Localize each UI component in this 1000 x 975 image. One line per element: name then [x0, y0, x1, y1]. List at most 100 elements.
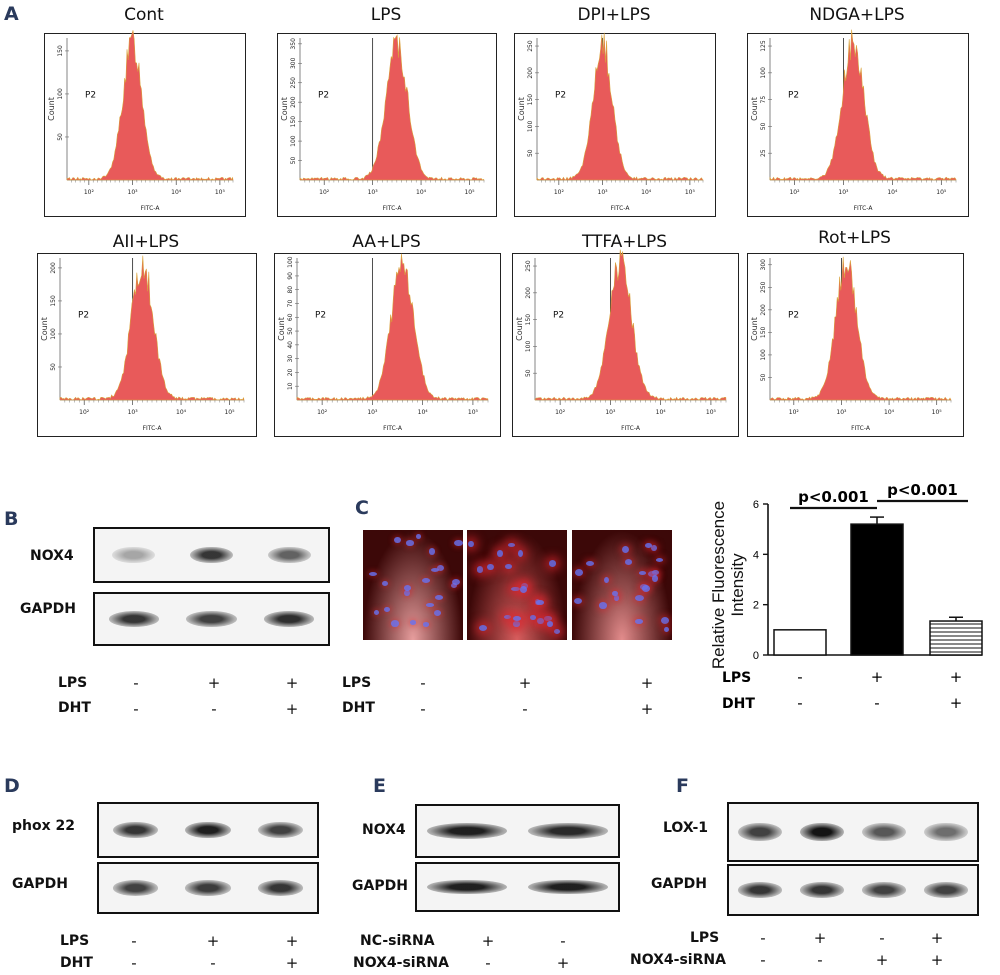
histogram-ytick: 200 — [290, 96, 297, 108]
histogram-xtick: 10² — [319, 189, 330, 196]
cell-nucleus — [452, 579, 461, 586]
cell-nucleus — [621, 545, 629, 553]
condition-sign: + — [556, 954, 570, 972]
condition-sign: - — [133, 700, 139, 718]
gate-label-p2: P2 — [788, 91, 799, 101]
histogram-distribution — [769, 29, 957, 181]
blot-band — [738, 823, 782, 841]
histogram-ytick: 50 — [525, 369, 532, 377]
cell-nucleus — [381, 581, 388, 587]
cell-nucleus — [611, 590, 618, 597]
histogram-ytick: 100 — [525, 341, 532, 353]
histogram-ytick: 300 — [290, 57, 297, 69]
histogram-xtick: 10² — [554, 189, 565, 196]
cell-nucleus — [421, 578, 430, 584]
cell-nucleus — [517, 550, 524, 557]
histogram-ytick: 250 — [525, 260, 532, 272]
histogram-xtick: 10⁵ — [932, 409, 943, 416]
condition-sign: - — [131, 954, 137, 972]
bar-cond-sign: - — [874, 694, 879, 712]
condition-sign: - — [817, 951, 823, 969]
histogram-xtick: 10⁵ — [215, 189, 226, 196]
cell-nucleus — [409, 620, 417, 625]
histogram-ytick: 150 — [525, 314, 532, 326]
cell-nucleus — [454, 539, 463, 546]
histogram-xtick: 10⁴ — [641, 189, 652, 196]
histogram-ytick: 25 — [760, 149, 767, 157]
histogram-xtick: 10³ — [128, 189, 139, 196]
histogram-xlabel: FITC-A — [851, 425, 871, 432]
condition-sign: - — [760, 951, 766, 969]
cell-nucleus — [660, 616, 670, 624]
blot-band — [258, 880, 304, 896]
panel-letter-f: F — [676, 775, 689, 797]
cell-nucleus — [476, 566, 484, 573]
histogram-ytick: 80 — [287, 286, 294, 294]
histogram-xtick: 10² — [84, 189, 95, 196]
cell-nucleus — [548, 560, 556, 567]
histogram-panel: Count 50 100 150 200 250 10² 10³ 10⁴ 10⁵ FITC-A P2 — [512, 249, 739, 437]
histogram-ytick: 30 — [287, 355, 294, 363]
panel-letter-e: E — [373, 775, 386, 797]
blot-band — [427, 823, 508, 839]
histogram-ytick: 150 — [290, 116, 297, 128]
histogram-distribution — [66, 30, 234, 181]
condition-sign: + — [640, 700, 654, 718]
cell-nucleus — [546, 621, 554, 628]
blot-e-label-nox4: NOX4 — [362, 822, 406, 838]
bar-chart-ytick: 6 — [753, 499, 759, 511]
panel-letter-d: D — [4, 775, 20, 797]
gate-label-p2: P2 — [315, 311, 326, 321]
cell-nucleus — [487, 563, 494, 570]
blot-e-label-gapdh: GAPDH — [352, 878, 408, 894]
histogram-panel: Count 25 50 75 100 125 10² 10³ 10⁴ 10⁵ FITC-A P2 — [747, 29, 969, 217]
histogram-xlabel: FITC-A — [621, 425, 641, 432]
cell-nucleus — [553, 629, 560, 635]
gate-label-p2: P2 — [318, 91, 329, 101]
cell-nucleus — [467, 540, 474, 548]
condition-sign: + — [206, 932, 220, 950]
histogram-ytick: 100 — [760, 349, 767, 361]
histogram-ytick: 350 — [290, 38, 297, 50]
bar-cond-sign: + — [950, 668, 963, 686]
histogram-ylabel: Count — [47, 97, 56, 121]
histogram-xtick: 10⁵ — [464, 189, 475, 196]
histogram-ylabel: Count — [750, 317, 759, 341]
histogram-xtick: 10² — [79, 409, 90, 416]
cond-f-lps-label: LPS — [690, 930, 720, 946]
condition-sign: + — [930, 929, 944, 947]
cell-nucleus — [544, 616, 552, 621]
cell-nucleus — [504, 564, 512, 569]
gate-label-p2: P2 — [788, 311, 799, 321]
histogram-ytick: 125 — [760, 40, 767, 52]
blot-b-nox4-box — [93, 527, 330, 583]
blot-band — [267, 546, 311, 564]
relative-fluorescence-bar-chart: 0 2 4 6 p<0.001 p<0.001 LPS DHT - + + - - + — [722, 481, 983, 712]
histogram-xtick: 10³ — [836, 409, 847, 416]
histogram-ylabel: Count — [40, 317, 49, 341]
blot-band — [527, 823, 608, 839]
condition-sign: + — [285, 932, 299, 950]
blot-b-gapdh-box — [93, 592, 330, 646]
micrograph-lps — [467, 530, 567, 640]
histogram-title: TTFA+LPS — [581, 232, 668, 252]
cond-c-dht-label: DHT — [342, 700, 375, 716]
histogram-xlabel: FITC-A — [854, 205, 874, 212]
histogram-ytick: 50 — [287, 327, 294, 335]
histogram-ylabel: Count — [280, 97, 289, 121]
condition-sign: + — [813, 929, 827, 947]
cell-nucleus — [635, 595, 645, 602]
cell-nucleus — [383, 607, 390, 613]
cell-nucleus — [574, 569, 583, 576]
cell-nucleus — [655, 557, 664, 562]
histogram-ylabel: Count — [277, 317, 286, 341]
cell-nucleus — [641, 584, 650, 592]
cell-nucleus — [436, 564, 445, 572]
condition-sign: - — [211, 700, 217, 718]
cond-e-nox-label: NOX4-siRNA — [353, 955, 449, 971]
histogram-xtick: 10² — [555, 409, 566, 416]
cell-nucleus — [511, 586, 521, 592]
histogram-panel: Count 50 100 150 200 10² 10³ 10⁴ 10⁵ FITC-A P2 — [37, 253, 257, 437]
cell-nucleus — [598, 602, 608, 610]
blot-band — [924, 882, 968, 898]
